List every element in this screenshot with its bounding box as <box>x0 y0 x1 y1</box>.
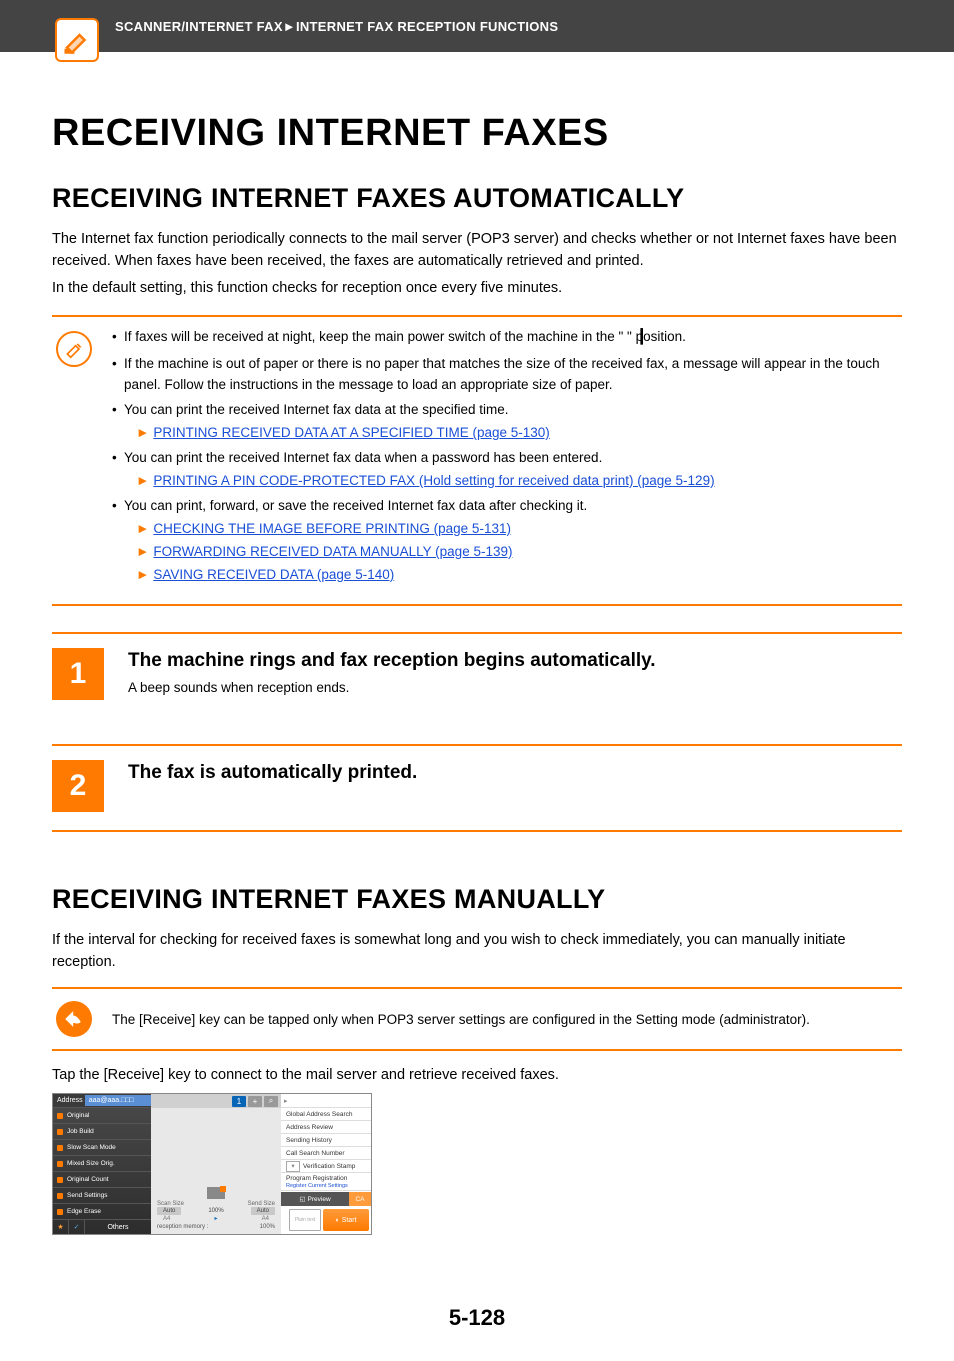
link-forwarding[interactable]: FORWARDING RECEIVED DATA MANUALLY (page … <box>153 544 512 559</box>
info-icon <box>52 327 96 589</box>
section-manual-title: RECEIVING INTERNET FAXES MANUALLY <box>52 884 902 915</box>
ratio-100: 100% <box>208 1208 223 1214</box>
right-scroll-icon[interactable]: ▸ <box>281 1094 371 1108</box>
section-auto-title: RECEIVING INTERNET FAXES AUTOMATICALLY <box>52 183 902 214</box>
right-item-verification-stamp[interactable]: ▾ Verification Stamp <box>281 1160 371 1173</box>
others-button[interactable]: Others <box>85 1220 151 1234</box>
right-item-address-review[interactable]: Address Review <box>281 1121 371 1134</box>
plain-text-button[interactable]: Plain text <box>289 1209 321 1231</box>
panel-mid-column: 1 + ⌕ Scan Size Send Size Auto 100% Auto <box>151 1094 281 1234</box>
sidebar-item-mixed-size[interactable]: Mixed Size Orig. <box>53 1156 151 1172</box>
link-check-image[interactable]: CHECKING THE IMAGE BEFORE PRINTING (page… <box>153 521 511 536</box>
sidebar-item-slow-scan[interactable]: Slow Scan Mode <box>53 1140 151 1156</box>
sidebar-item-original[interactable]: Original <box>53 1108 151 1124</box>
check-icon[interactable]: ✓ <box>69 1220 85 1234</box>
scan-a4: A4 <box>157 1216 176 1222</box>
address-label: Address <box>57 1097 83 1104</box>
alert-box: The [Receive] key can be tapped only whe… <box>52 987 902 1051</box>
panel-left-bottom: ★ ✓ Others <box>53 1220 151 1234</box>
link-arrow-icon: ► <box>136 544 149 559</box>
step-heading: The machine rings and fax reception begi… <box>128 650 902 672</box>
address-input[interactable]: aaa@aaa.□□□ <box>85 1095 151 1106</box>
original-icon <box>207 1187 225 1199</box>
panel-left-column: Address aaa@aaa.□□□ Original Job Build S… <box>53 1094 151 1234</box>
info-item: If the machine is out of paper or there … <box>112 354 902 396</box>
panel-size-area: Scan Size Send Size Auto 100% Auto A4 ▸ … <box>151 1183 281 1234</box>
address-row: Address aaa@aaa.□□□ <box>53 1094 151 1108</box>
preview-button[interactable]: ◱Preview <box>281 1192 349 1206</box>
start-icon: ◐ <box>335 1217 339 1224</box>
link-arrow-icon: ► <box>136 425 149 440</box>
info-body: If faxes will be received at night, keep… <box>112 327 902 589</box>
panel-mid-tabs: 1 + ⌕ <box>151 1094 281 1108</box>
info-box: If faxes will be received at night, keep… <box>52 315 902 605</box>
start-row: Plain text ◐Start <box>281 1206 371 1234</box>
tab-plus[interactable]: + <box>248 1096 262 1107</box>
section-auto-p2: In the default setting, this function ch… <box>52 277 902 299</box>
link-arrow-icon: ► <box>136 567 149 582</box>
info-item: You can print the received Internet fax … <box>112 448 902 492</box>
step-number: 2 <box>52 760 104 812</box>
ca-button[interactable]: CA <box>349 1192 371 1206</box>
sidebar-item-original-count[interactable]: Original Count <box>53 1172 151 1188</box>
reception-memory-label: reception memory : <box>157 1224 208 1230</box>
step-number: 1 <box>52 648 104 700</box>
tab-1[interactable]: 1 <box>232 1096 246 1107</box>
right-item-global-search[interactable]: Global Address Search <box>281 1108 371 1121</box>
alert-text: The [Receive] key can be tapped only whe… <box>112 1012 810 1027</box>
scanner-icon <box>55 18 99 62</box>
page-number: 5-128 <box>52 1305 902 1361</box>
breadcrumb: SCANNER/INTERNET FAX►INTERNET FAX RECEPT… <box>115 19 558 34</box>
link-pin-protected[interactable]: PRINTING A PIN CODE-PROTECTED FAX (Hold … <box>153 473 714 488</box>
link-arrow-icon: ► <box>136 473 149 488</box>
tap-instruction: Tap the [Receive] key to connect to the … <box>52 1067 902 1083</box>
info-item: You can print, forward, or save the rece… <box>112 496 902 586</box>
link-arrow-icon: ► <box>136 521 149 536</box>
scan-size-auto[interactable]: Auto <box>157 1207 181 1215</box>
tab-search-icon[interactable]: ⌕ <box>264 1096 278 1107</box>
arrow-icon: ▸ <box>214 1215 217 1222</box>
section-manual-p1: If the interval for checking for receive… <box>52 929 902 974</box>
step-text: A beep sounds when reception ends. <box>128 678 902 698</box>
right-item-program-registration[interactable]: Program Registration Register Current Se… <box>281 1173 371 1191</box>
step-1: 1 The machine rings and fax reception be… <box>52 632 902 718</box>
sidebar-item-job-build[interactable]: Job Build <box>53 1124 151 1140</box>
right-item-sending-history[interactable]: Sending History <box>281 1134 371 1147</box>
preview-icon: ◱ <box>299 1195 305 1203</box>
reception-memory-value: 100% <box>260 1224 275 1230</box>
dropdown-icon[interactable]: ▾ <box>286 1161 300 1172</box>
step-2: 2 The fax is automatically printed. <box>52 744 902 832</box>
send-a4: A4 <box>256 1216 275 1222</box>
favorite-icon[interactable]: ★ <box>53 1220 69 1234</box>
prohibit-icon <box>52 1001 96 1037</box>
page-title: RECEIVING INTERNET FAXES <box>52 112 902 155</box>
page-content: RECEIVING INTERNET FAXES RECEIVING INTER… <box>0 112 954 1361</box>
power-on-symbol: ┃ <box>638 331 646 346</box>
page-header: SCANNER/INTERNET FAX►INTERNET FAX RECEPT… <box>0 0 954 52</box>
touch-panel-screenshot: Address aaa@aaa.□□□ Original Job Build S… <box>52 1093 372 1235</box>
sidebar-item-send-settings[interactable]: Send Settings <box>53 1188 151 1204</box>
info-item: If faxes will be received at night, keep… <box>112 327 902 350</box>
send-size-auto[interactable]: Auto <box>251 1207 275 1215</box>
panel-right-column: ▸ Global Address Search Address Review S… <box>281 1094 371 1234</box>
start-button[interactable]: ◐Start <box>323 1209 369 1231</box>
link-saving[interactable]: SAVING RECEIVED DATA (page 5-140) <box>153 567 394 582</box>
preview-row: ◱Preview CA <box>281 1192 371 1206</box>
sidebar-item-edge-erase[interactable]: Edge Erase <box>53 1204 151 1220</box>
info-item: You can print the received Internet fax … <box>112 400 902 444</box>
link-print-specified-time[interactable]: PRINTING RECEIVED DATA AT A SPECIFIED TI… <box>153 425 549 440</box>
right-item-call-search[interactable]: Call Search Number <box>281 1147 371 1160</box>
section-auto-p1: The Internet fax function periodically c… <box>52 228 902 273</box>
step-heading: The fax is automatically printed. <box>128 762 902 784</box>
